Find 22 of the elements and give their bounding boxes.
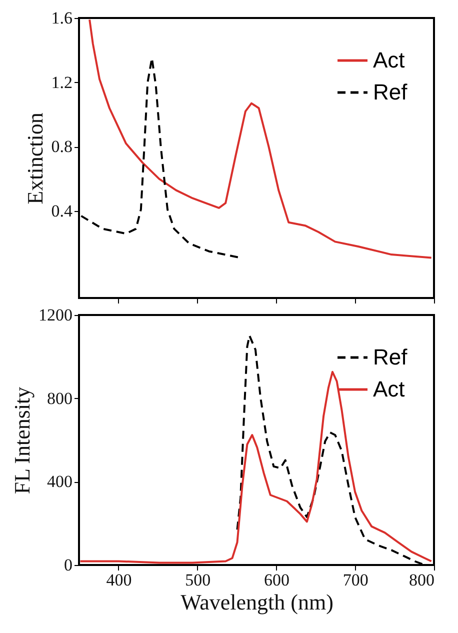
y-axis-title: FL Intensity: [10, 386, 34, 494]
x-tick-label: 700: [342, 570, 368, 590]
x-axis-title: Wavelength (nm): [180, 590, 334, 614]
y-tick-label: 1.2: [51, 72, 72, 92]
y-tick-label: 400: [47, 472, 72, 492]
y-tick-label: 1.6: [51, 8, 72, 28]
legend-label: Ref: [373, 80, 408, 104]
x-tick-label: 500: [185, 570, 211, 590]
x-tick-label: 400: [106, 570, 132, 590]
line-series: [79, 370, 432, 564]
x-tick-label: 800: [409, 570, 434, 590]
y-tick-label: 1200: [38, 306, 72, 324]
y-axis-title: Extinction: [22, 112, 48, 204]
y-tick-label: 0.4: [51, 202, 73, 221]
legend-label: Act: [373, 48, 405, 72]
y-tick-label: 800: [47, 388, 72, 408]
y-tick-label: 0.8: [51, 137, 72, 156]
legend-label: Ref: [373, 344, 408, 370]
line-series: [88, 18, 432, 259]
x-tick-label: 600: [264, 570, 290, 590]
y-tick-label: 0: [64, 556, 72, 574]
legend-label: Act: [373, 376, 405, 402]
